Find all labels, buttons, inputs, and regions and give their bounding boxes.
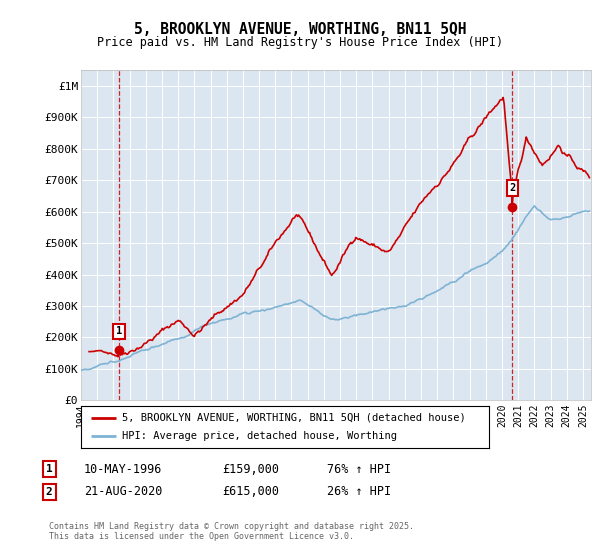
Text: 10-MAY-1996: 10-MAY-1996 (84, 463, 163, 476)
Text: Price paid vs. HM Land Registry's House Price Index (HPI): Price paid vs. HM Land Registry's House … (97, 36, 503, 49)
Text: 5, BROOKLYN AVENUE, WORTHING, BN11 5QH: 5, BROOKLYN AVENUE, WORTHING, BN11 5QH (134, 22, 466, 38)
Text: Contains HM Land Registry data © Crown copyright and database right 2025.
This d: Contains HM Land Registry data © Crown c… (49, 522, 414, 542)
Text: £615,000: £615,000 (222, 485, 279, 498)
Text: 5, BROOKLYN AVENUE, WORTHING, BN11 5QH (detached house): 5, BROOKLYN AVENUE, WORTHING, BN11 5QH (… (122, 413, 466, 423)
Text: 2: 2 (509, 183, 515, 193)
Text: HPI: Average price, detached house, Worthing: HPI: Average price, detached house, Wort… (122, 431, 397, 441)
Text: 76% ↑ HPI: 76% ↑ HPI (327, 463, 391, 476)
Text: £159,000: £159,000 (222, 463, 279, 476)
Text: 1: 1 (116, 326, 122, 337)
Text: 26% ↑ HPI: 26% ↑ HPI (327, 485, 391, 498)
Text: 21-AUG-2020: 21-AUG-2020 (84, 485, 163, 498)
Text: 2: 2 (46, 487, 53, 497)
Text: 1: 1 (46, 464, 53, 474)
